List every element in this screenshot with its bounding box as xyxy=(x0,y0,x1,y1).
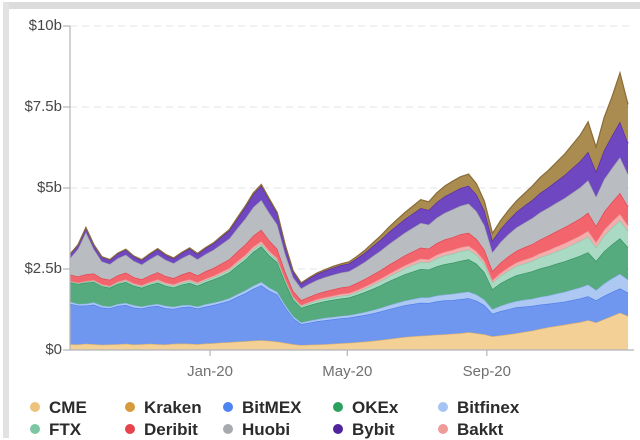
y-axis-label: $0 xyxy=(45,341,62,358)
page-frame-left xyxy=(3,2,9,438)
legend-item-ftx[interactable]: FTX xyxy=(30,418,125,440)
legend-label: Deribit xyxy=(144,419,198,439)
legend-label: Kraken xyxy=(144,397,202,417)
y-axis-label: $5b xyxy=(36,179,62,196)
legend-item-bitfinex[interactable]: Bitfinex xyxy=(438,396,550,418)
area-deribit xyxy=(70,192,628,305)
legend-item-bitmex[interactable]: BitMEX xyxy=(223,396,333,418)
legend-label: OKEx xyxy=(352,397,399,417)
legend-color-dot xyxy=(223,402,233,412)
x-axis-label: Jan-20 xyxy=(187,363,233,380)
legend-item-cme[interactable]: CME xyxy=(30,396,125,418)
legend-label: Bybit xyxy=(352,419,395,439)
area-cme xyxy=(70,312,628,350)
legend-item-kraken[interactable]: Kraken xyxy=(125,396,223,418)
legend-color-dot xyxy=(30,424,40,434)
legend-item-deribit[interactable]: Deribit xyxy=(125,418,223,440)
area-huobi xyxy=(70,157,628,301)
legend-label: BitMEX xyxy=(242,397,302,417)
y-axis-label: $10b xyxy=(28,17,62,34)
legend-color-dot xyxy=(438,402,448,412)
legend-label: Huobi xyxy=(242,419,291,439)
y-axis-label: $7.5b xyxy=(24,98,62,115)
legend-item-huobi[interactable]: Huobi xyxy=(223,418,333,440)
legend-color-dot xyxy=(333,402,343,412)
chart-legend: CME Kraken BitMEX OKEx Bitfinex FTX Deribit Huo… xyxy=(24,396,550,440)
legend-color-dot xyxy=(125,402,135,412)
area-bybit xyxy=(70,121,628,289)
stacked-area-chart xyxy=(63,25,634,356)
legend-label: Bitfinex xyxy=(457,397,520,417)
legend-label: Bakkt xyxy=(457,419,504,439)
chart-area: $10b $7.5b $5b $2.5b $0 Jan-20 May-20 Se… xyxy=(24,17,634,380)
area-edge-kraken xyxy=(69,70,629,284)
area-okex xyxy=(70,238,628,323)
x-axis-label: May-20 xyxy=(322,363,373,380)
legend-color-dot xyxy=(438,424,448,434)
y-axis-label: $2.5b xyxy=(24,260,62,277)
legend-label: CME xyxy=(49,397,87,417)
legend-color-dot xyxy=(333,424,343,434)
legend-color-dot xyxy=(223,424,233,434)
legend-label: FTX xyxy=(49,419,82,439)
area-bitmex xyxy=(70,285,628,346)
legend-item-bakkt[interactable]: Bakkt xyxy=(438,418,550,440)
page-frame-top xyxy=(8,2,640,9)
x-axis-label: Sep-20 xyxy=(462,363,511,380)
legend-item-bybit[interactable]: Bybit xyxy=(333,418,438,440)
legend-item-okex[interactable]: OKEx xyxy=(333,396,438,418)
legend-color-dot xyxy=(125,424,135,434)
legend-color-dot xyxy=(30,402,40,412)
